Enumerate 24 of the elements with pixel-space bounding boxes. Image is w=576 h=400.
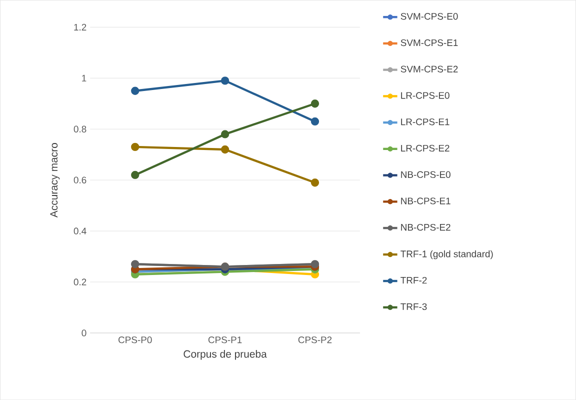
y-tick-label: 1 [82,74,86,82]
x-tick-label: CPS-P2 [298,336,332,344]
y-tick-label: 0 [82,330,86,336]
legend-label: SVM-CPS-E0 [400,12,458,20]
legend-label: NB-CPS-E2 [401,224,450,231]
legend-label: TRF-1 (gold standard) [400,250,493,260]
legend-label: TRF-3 [400,303,427,310]
legend-label: LR-CPS-E0 [401,92,450,99]
legend-label: SVM-CPS-E1 [400,39,458,46]
y-axis-title: Accuracy macro [50,143,60,218]
y-tick-label: 1.2 [74,24,86,30]
y-tick-label: 0.2 [74,278,86,286]
x-axis-title: Corpus de prueba [184,350,267,360]
x-tick-label: CPS-P0 [118,336,152,344]
x-tick-label: CPS-P1 [208,336,242,344]
legend-label: SVM-CPS-E2 [400,66,458,72]
legend-label: LR-CPS-E1 [401,118,450,126]
legend-label: TRF-2 [400,276,427,284]
legend-label: LR-CPS-E2 [401,144,450,152]
legend-label: NB-CPS-E1 [401,198,450,204]
y-tick-label: 0.4 [74,228,86,234]
y-tick-label: 0.6 [74,176,86,184]
y-tick-label: 0.8 [74,126,86,132]
legend-label: NB-CPS-E0 [401,171,450,178]
